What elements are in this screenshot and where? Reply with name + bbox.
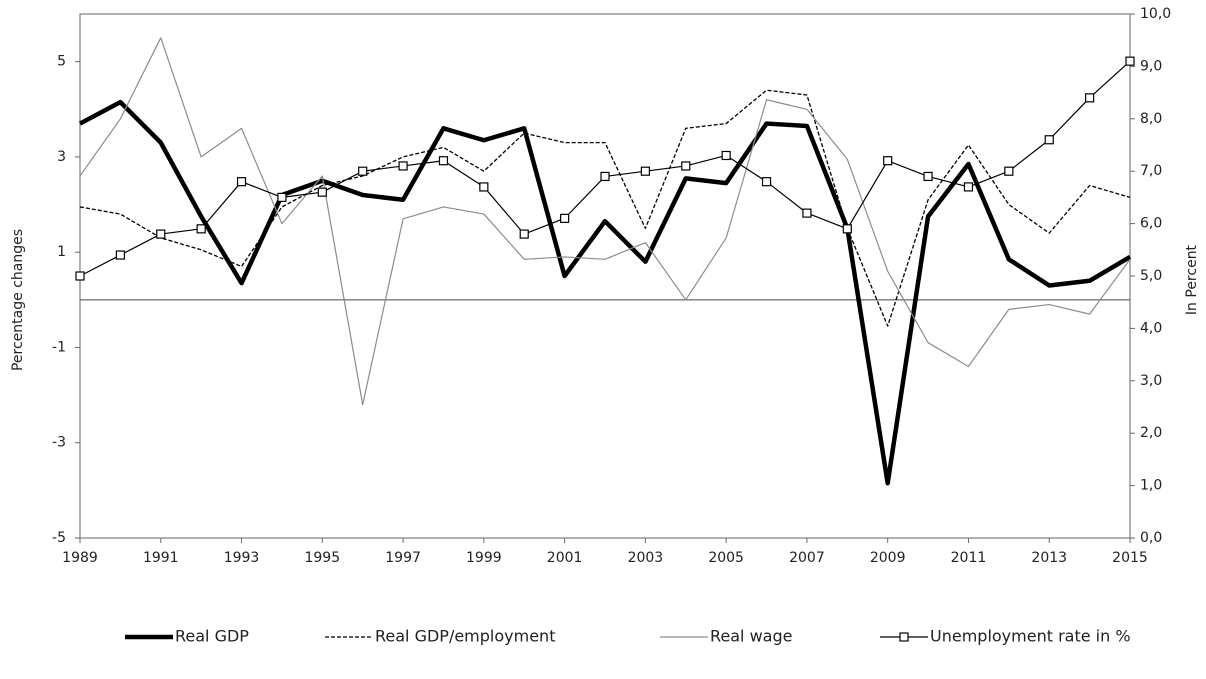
y2-tick-label: 4,0 xyxy=(1140,320,1162,336)
x-tick-label: 2003 xyxy=(628,550,664,566)
y2-axis-label: In Percent xyxy=(1184,244,1200,315)
data-marker xyxy=(883,156,893,166)
legend-label: Real wage xyxy=(710,627,792,646)
data-marker xyxy=(196,224,206,234)
x-tick-label: 1997 xyxy=(385,550,421,566)
y-tick-label: 5 xyxy=(57,54,66,70)
y2-tick-label: 10,0 xyxy=(1140,6,1171,22)
data-marker xyxy=(842,224,852,234)
data-marker xyxy=(479,182,489,192)
x-tick-label: 1993 xyxy=(224,550,260,566)
y-axis-label: Percentage changes xyxy=(10,229,26,371)
y2-tick-label: 7,0 xyxy=(1140,163,1162,179)
legend-marker xyxy=(899,632,909,642)
legend-label: Real GDP xyxy=(175,627,249,646)
y2-tick-label: 3,0 xyxy=(1140,373,1162,389)
y2-tick-label: 8,0 xyxy=(1140,111,1162,127)
data-marker xyxy=(963,182,974,192)
x-tick-label: 1999 xyxy=(466,550,502,566)
y2-tick-label: 5,0 xyxy=(1140,268,1162,284)
x-tick-label: 2015 xyxy=(1112,550,1148,566)
x-tick-label: 2009 xyxy=(870,550,906,566)
x-tick-label: 2013 xyxy=(1031,550,1067,566)
x-tick-label: 2005 xyxy=(708,550,744,566)
series-line xyxy=(79,37,1131,406)
x-tick-label: 2007 xyxy=(789,550,825,566)
data-marker xyxy=(560,213,570,223)
legend-label: Unemployment rate in % xyxy=(930,627,1131,646)
data-marker xyxy=(923,171,933,182)
y2-tick-label: 9,0 xyxy=(1140,58,1162,74)
data-marker xyxy=(75,271,85,281)
y2-tick-label: 6,0 xyxy=(1140,216,1162,232)
data-marker xyxy=(358,166,368,176)
data-marker xyxy=(600,171,610,182)
y2-tick-label: 2,0 xyxy=(1140,425,1162,441)
data-marker xyxy=(438,156,449,166)
data-marker xyxy=(681,161,691,171)
y-tick-label: 3 xyxy=(57,149,66,165)
data-marker xyxy=(1085,93,1095,103)
y-tick-label: -1 xyxy=(52,339,66,355)
y2-tick-label: 1,0 xyxy=(1140,478,1162,494)
y-tick-label: 1 xyxy=(57,244,66,260)
data-marker xyxy=(519,229,529,239)
data-marker xyxy=(721,150,731,161)
data-marker xyxy=(1044,135,1054,145)
series-line xyxy=(79,89,1131,327)
legend: Real GDP Real GDP/employment Real wage Unem… xyxy=(125,627,1131,646)
data-marker xyxy=(236,177,247,187)
x-tick-label: 1989 xyxy=(62,550,98,566)
y2-tick-label: 0,0 xyxy=(1140,530,1162,546)
data-marker xyxy=(802,208,812,218)
data-marker xyxy=(640,166,650,176)
data-marker xyxy=(761,177,772,187)
x-tick-label: 2001 xyxy=(547,550,583,566)
series-line xyxy=(78,99,1132,486)
legend-label: Real GDP/employment xyxy=(375,627,555,646)
data-marker xyxy=(398,161,408,171)
y-tick-label: -3 xyxy=(52,435,66,451)
x-tick-label: 2011 xyxy=(951,550,987,566)
x-tick-label: 1991 xyxy=(143,550,179,566)
data-marker xyxy=(156,229,166,239)
data-marker xyxy=(1004,166,1014,176)
data-marker xyxy=(115,250,125,260)
data-marker xyxy=(317,187,327,197)
x-tick-label: 1995 xyxy=(304,550,340,566)
y-tick-label: -5 xyxy=(52,530,66,546)
data-marker xyxy=(1125,56,1135,66)
data-marker xyxy=(277,192,287,202)
